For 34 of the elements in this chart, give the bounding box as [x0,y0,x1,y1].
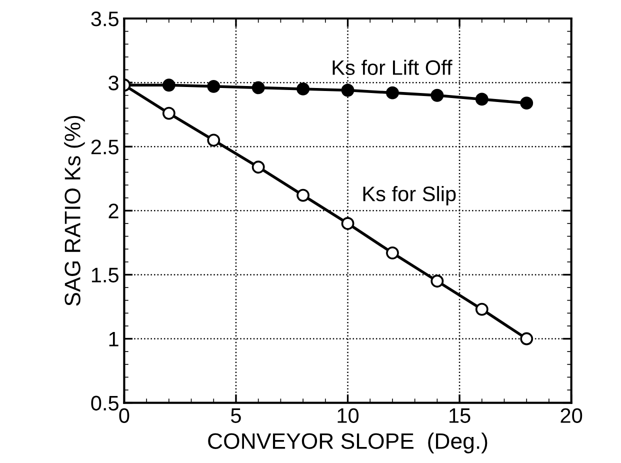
point [475,92,488,106]
y-tick-label: 0.5 [91,396,118,411]
point [430,88,444,102]
series-label: Ks for Slip [363,186,456,206]
x-tick-label: 10 [338,408,359,423]
y-tick-label: 1.5 [92,268,118,282]
x-axis-title: CONVEYOR SLOPE (Deg.) [208,432,488,454]
x-tick-label: 15 [450,408,470,423]
point [162,78,176,92]
point [430,274,444,288]
point [520,96,534,110]
x-tick-label: 5 [231,408,241,423]
point [162,106,176,120]
point [520,332,534,346]
x-tick-label: 0 [119,408,130,423]
y-tick-label: 2 [108,204,118,218]
y-axis-title: SAG RATIO Ks (%) [64,116,85,306]
y-tick-label: 3.5 [91,12,118,26]
point [386,86,399,100]
point [296,82,310,96]
point [252,81,265,94]
x-tick-label: 20 [560,408,582,423]
series-label: Ks for Lift Off [332,60,452,76]
point [341,217,354,230]
point [207,134,220,147]
point [252,160,265,174]
point [207,80,220,93]
y-tick-label: 2.5 [91,140,118,154]
point [386,246,399,260]
y-tick-label: 3 [108,76,118,90]
y-tick-label: 1 [109,332,118,346]
point [341,84,354,97]
point [475,302,488,316]
point [296,188,310,202]
